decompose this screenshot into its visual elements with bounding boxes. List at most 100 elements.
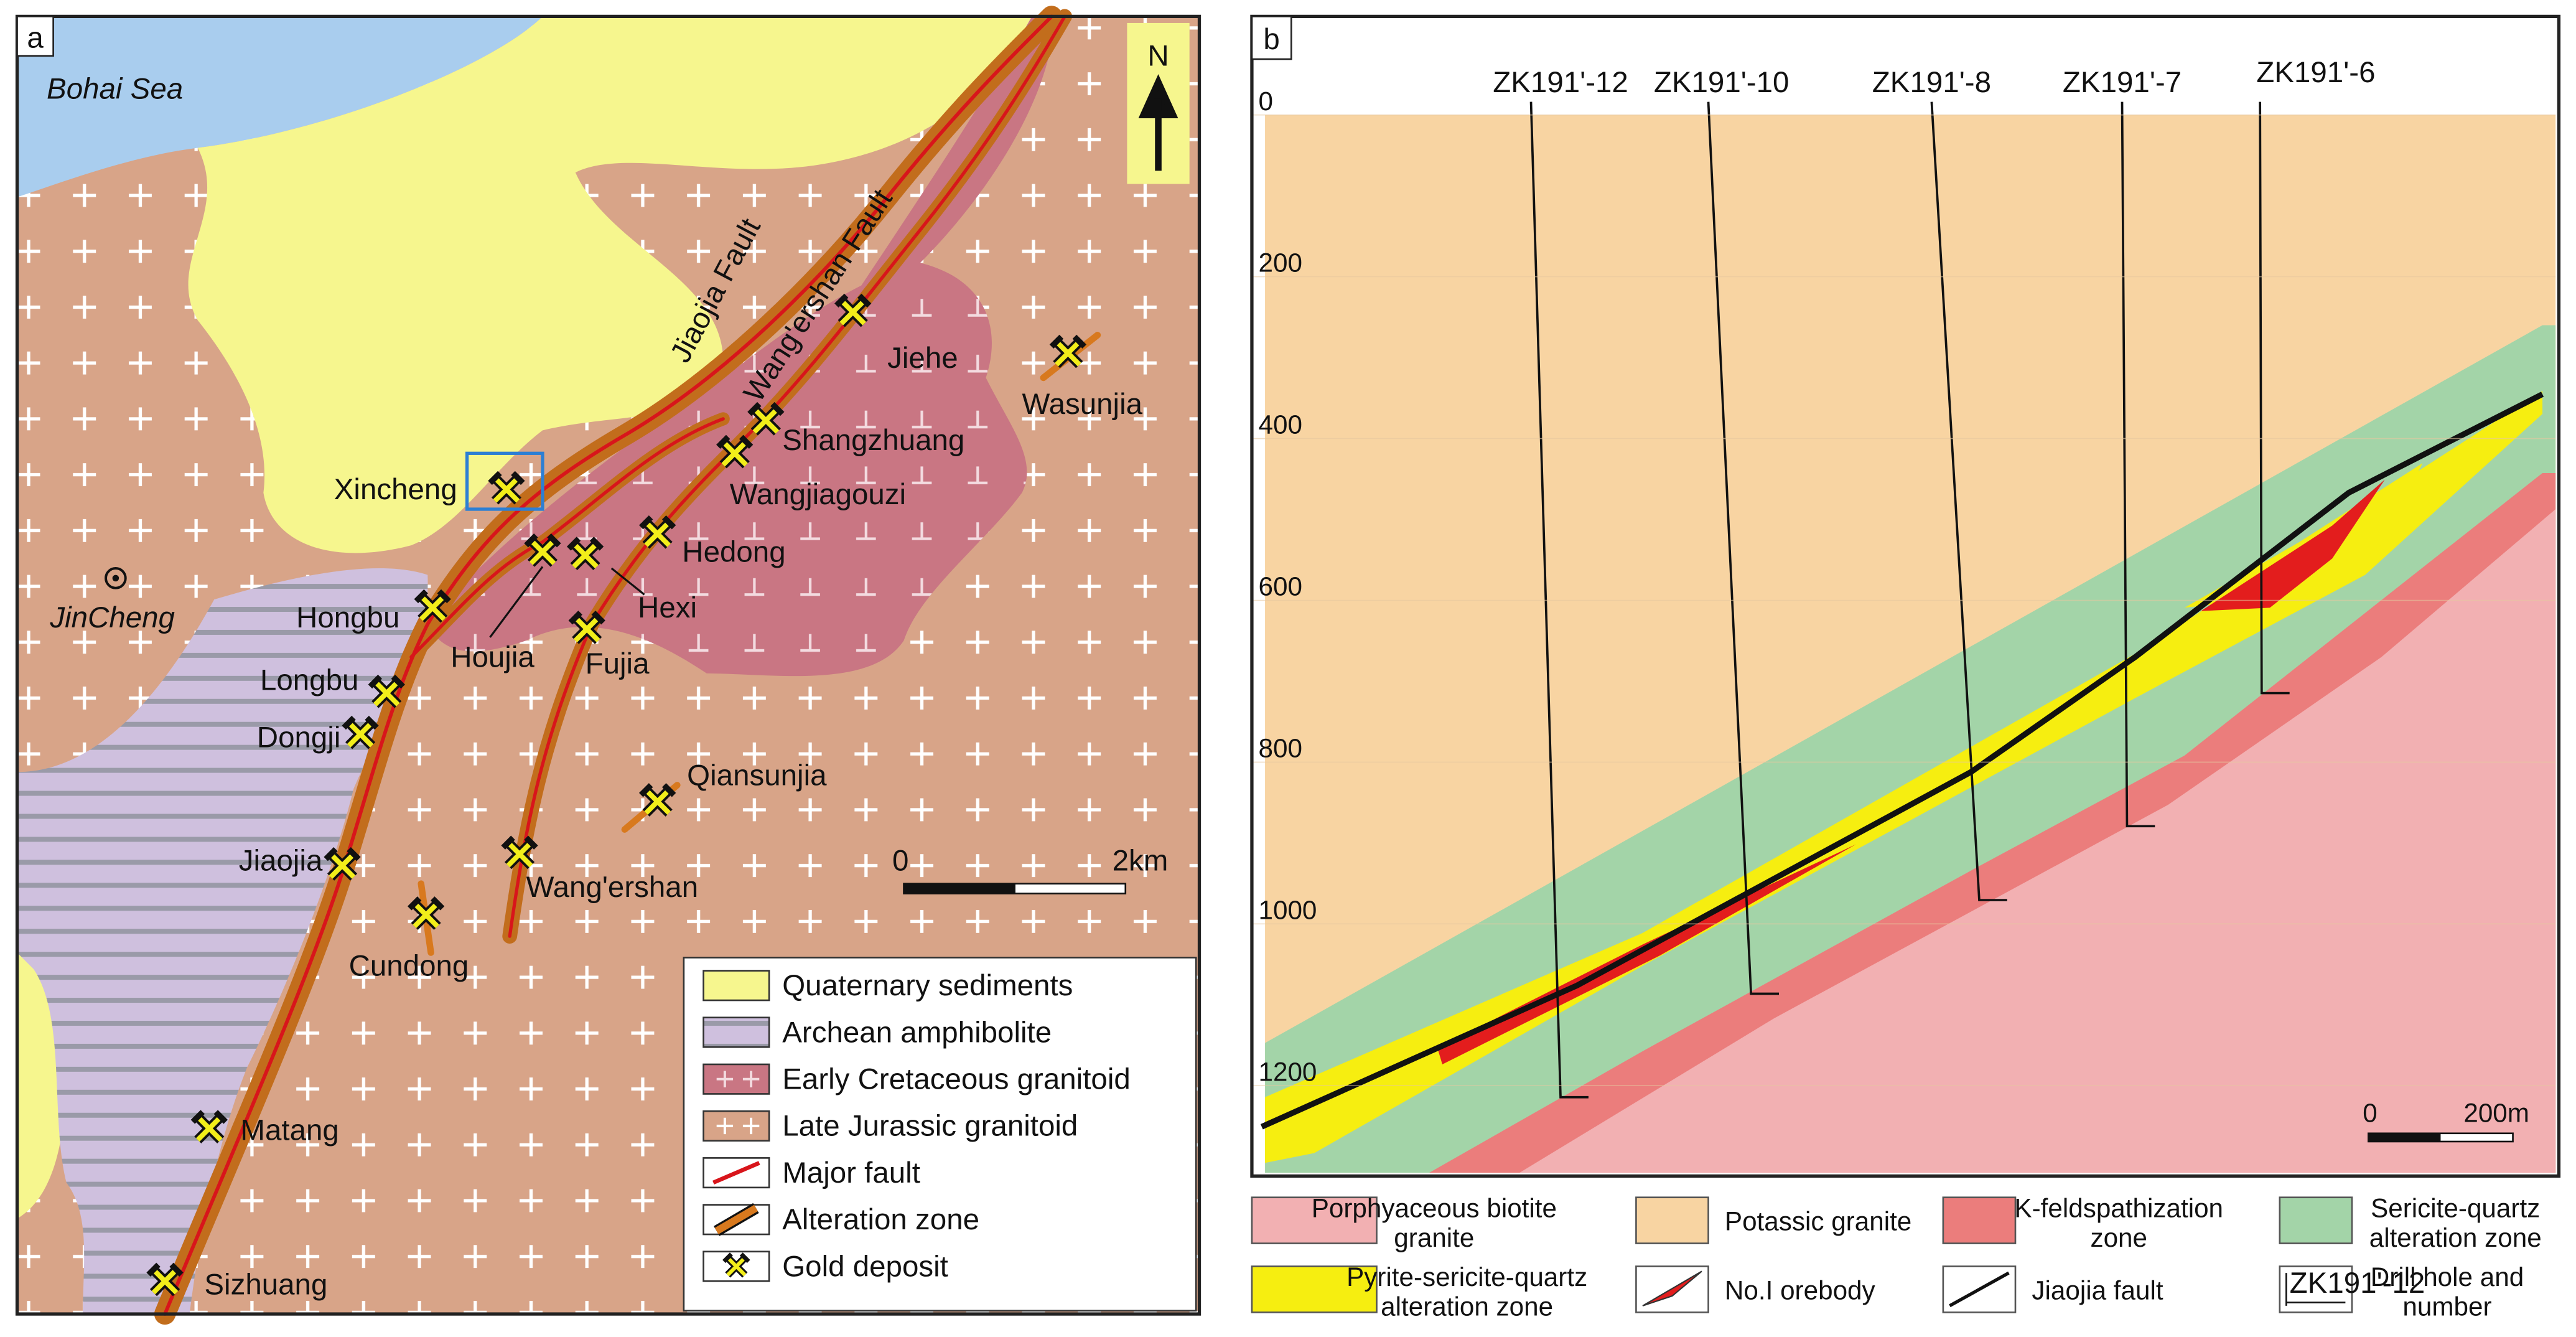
icon-fill — [839, 299, 866, 326]
legend-swatch — [2279, 1265, 2353, 1313]
legend-swatch — [702, 1110, 770, 1142]
legend-symbol — [2285, 1273, 2346, 1306]
legend-label: Major fault — [782, 1156, 920, 1189]
legend-symbol-label: ZK191'-12 — [2290, 1267, 2425, 1300]
legend-symbol — [712, 1161, 760, 1185]
drill-label: ZK191'-10 — [1654, 66, 1790, 99]
icon-heads — [834, 293, 872, 308]
icon-fill — [644, 520, 671, 547]
deposit-label: Jiehe — [887, 342, 958, 375]
scale-label: 200m — [2463, 1098, 2529, 1127]
icon-heads — [1049, 334, 1087, 349]
north-arrow: N — [1127, 22, 1190, 184]
icon-fill — [572, 542, 599, 569]
gold-icon — [1049, 334, 1087, 368]
legend-swatch — [2279, 1196, 2353, 1244]
legend-label: number — [2402, 1292, 2491, 1321]
gold-icon — [324, 847, 361, 881]
pyrite-zone — [2184, 463, 2423, 608]
legend-label: Potassic granite — [1725, 1206, 1911, 1236]
legend-label: Sericite-quartz — [2371, 1193, 2540, 1222]
depth-label: 800 — [1259, 733, 1302, 762]
section-panel: ZK191'-12 ZK191'-10 ZK191'-8 ZK191'-7 ZK191'… — [1250, 14, 2561, 1321]
deposit-label: Wasunjia — [1022, 388, 1143, 421]
gold-icon — [524, 533, 561, 567]
legend-swatch — [702, 1063, 770, 1095]
legend-swatch — [702, 1204, 770, 1236]
legend-label: Gold deposit — [782, 1250, 948, 1283]
deposits: Xincheng Jiehe Wasunjia Shangzhuang Wangjiag… — [146, 293, 1143, 1301]
deposit-label: Hongbu — [296, 601, 399, 634]
gold-icon — [414, 589, 451, 623]
deposit-label: Jiaojia — [239, 845, 323, 878]
icon-fill — [721, 440, 748, 467]
depth-axis: 0 200 400 600 800 1000 1200 — [1253, 87, 2556, 1086]
map-frame — [15, 14, 1202, 1316]
deposit-label: Dongji — [257, 721, 341, 754]
panel-tag — [16, 16, 54, 57]
icon-fill — [329, 852, 356, 879]
gold-icon — [368, 674, 405, 708]
icon-heads — [407, 896, 445, 911]
panel-label: a — [27, 22, 44, 55]
icon-heads — [414, 589, 451, 604]
drill-label: ZK191'-8 — [1872, 66, 1991, 99]
icon-fill — [573, 616, 600, 642]
gold-icon — [639, 515, 676, 549]
legend-label: Late Jurassic granitoid — [782, 1110, 1078, 1143]
icon-fill — [726, 1256, 747, 1277]
icon-heads — [747, 401, 785, 416]
drill-hole — [2259, 101, 2290, 695]
icon-fill — [752, 407, 780, 434]
deposit-label: Xincheng — [334, 473, 457, 506]
scale-label: 0 — [2363, 1098, 2377, 1127]
gold-icon — [190, 1110, 228, 1143]
icon-fill — [196, 1115, 223, 1142]
legend-swatch — [1251, 1196, 1378, 1244]
icon-heads — [524, 533, 561, 548]
scale-bar: 0 200m — [2363, 1098, 2529, 1143]
deposit-label: Sizhuang — [204, 1268, 327, 1301]
gold-icon — [722, 1252, 750, 1278]
orebody — [1437, 479, 2385, 1064]
north-label: N — [1147, 40, 1169, 73]
icon-fill — [413, 901, 439, 929]
icon-fill — [529, 538, 556, 565]
gold-icon — [146, 1262, 184, 1297]
legend-symbol — [716, 1117, 760, 1135]
gold-icon — [342, 715, 379, 749]
depth-label: 400 — [1259, 410, 1302, 439]
legend-label: zone — [2090, 1223, 2147, 1252]
gold-icon — [407, 896, 445, 930]
scale-label: 0 — [892, 845, 908, 878]
leader-lines — [489, 566, 645, 638]
gold-icon — [568, 611, 605, 644]
scale-bar: 0 2km — [892, 845, 1168, 894]
icon-heads — [639, 515, 676, 530]
gold-icon — [566, 537, 604, 570]
legend-label: Jiaojia fault — [2032, 1275, 2163, 1305]
deposit-label: Shangzhuang — [782, 424, 964, 457]
deposit-label: Hexi — [638, 591, 697, 624]
icon-heads — [324, 847, 361, 861]
legend-label: granite — [1394, 1223, 1474, 1252]
deposit-label: Hedong — [682, 535, 785, 568]
panel-label: b — [1263, 23, 1279, 56]
city-symbol — [105, 567, 127, 589]
drill-hole — [1930, 101, 2007, 901]
pyrite-zone — [1265, 391, 2543, 1163]
depth-label: 200 — [1259, 248, 1302, 278]
legend-label: K-feldspathization — [2014, 1193, 2223, 1222]
depth-label: 1000 — [1259, 895, 1317, 924]
icon-heads — [566, 537, 604, 551]
study-area-box — [465, 451, 544, 511]
section-frame — [1250, 14, 2561, 1178]
icon-heads — [568, 611, 605, 625]
icon-fill — [419, 594, 446, 621]
gold-icon — [834, 293, 872, 327]
sea — [17, 16, 543, 197]
legend-swatch — [702, 1016, 770, 1048]
legend-label: Porphyaceous biotite — [1312, 1193, 1557, 1222]
icon-heads — [488, 471, 525, 486]
